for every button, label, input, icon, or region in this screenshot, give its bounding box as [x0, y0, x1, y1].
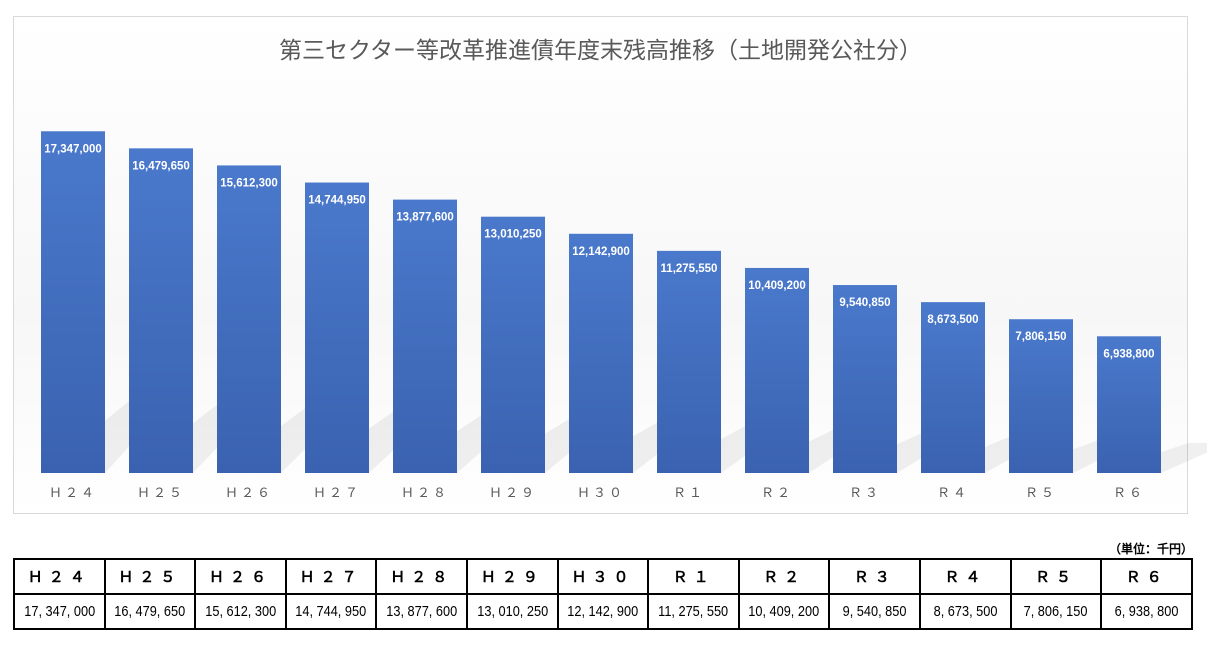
- table-value-cell: 10, 409, 200: [737, 593, 831, 630]
- bar-11: [1009, 319, 1073, 473]
- x-tick-label: Ｒ６: [1113, 486, 1145, 501]
- bar-10: [921, 302, 985, 473]
- x-tick-label: Ｒ４: [937, 486, 969, 501]
- table-value-cell: 17, 347, 000: [13, 593, 106, 630]
- data-label: 7,806,150: [1015, 331, 1066, 343]
- table-header-cell: Ｈ２７: [284, 558, 378, 595]
- bar-0: [41, 131, 105, 473]
- table-header-cell: Ｈ２８: [375, 558, 469, 595]
- table-value-cell: 16, 479, 650: [103, 593, 197, 630]
- data-label: 14,744,950: [308, 195, 366, 207]
- x-tick-label: Ｒ３: [849, 486, 881, 501]
- table-header-cell: Ｈ２５: [103, 558, 197, 595]
- table-value-text: 7, 806, 150: [1024, 603, 1088, 620]
- x-tick-label: Ｈ２５: [137, 486, 185, 501]
- table-value-text: 16, 479, 650: [114, 603, 186, 620]
- table-header-cell: Ｈ２４: [13, 558, 106, 595]
- x-tick-label: Ｒ１: [673, 486, 705, 501]
- table-value-cell: 6, 938, 800: [1100, 593, 1193, 630]
- data-label: 11,275,550: [661, 263, 718, 275]
- table-value-text: 6, 938, 800: [1114, 603, 1179, 620]
- unit-label: （単位：千円）: [1108, 542, 1193, 556]
- data-label: 8,673,500: [927, 314, 978, 326]
- table-value-text: 17, 347, 000: [23, 603, 95, 620]
- x-tick-label: Ｒ２: [761, 486, 793, 501]
- x-tick-label: Ｈ２８: [401, 486, 449, 501]
- data-label: 10,409,200: [748, 280, 806, 292]
- data-label: 17,347,000: [44, 143, 102, 155]
- table-value-text: 15, 612, 300: [205, 603, 276, 620]
- x-tick-label: Ｒ５: [1025, 486, 1057, 501]
- table-header-cell: Ｈ２６: [194, 558, 287, 595]
- bar-8: [745, 267, 809, 473]
- bar-7: [657, 250, 721, 473]
- table-header-cell: Ｒ１: [647, 558, 740, 595]
- table-value-text: 14, 744, 950: [295, 603, 367, 620]
- bar-2: [217, 165, 281, 473]
- table-value-cell: 11, 275, 550: [647, 593, 740, 630]
- table-value-cell: 7, 806, 150: [1009, 593, 1103, 630]
- table-value-text: 13, 877, 600: [386, 603, 458, 620]
- table-header-cell: Ｒ６: [1100, 558, 1193, 595]
- data-label: 15,612,300: [220, 177, 278, 189]
- table-value-text: 11, 275, 550: [658, 603, 729, 620]
- data-label: 9,540,850: [839, 297, 890, 309]
- bar-5: [481, 216, 545, 474]
- table-value-cell: 9, 540, 850: [828, 593, 922, 630]
- table-value-cell: 13, 010, 250: [466, 593, 559, 630]
- bar-4: [393, 199, 457, 474]
- bar-chart: 17,347,000 Ｈ２４ 16,479,650 Ｈ２５ 15,612,300 Ｈ２６ 1…: [41, 131, 1207, 501]
- bar-9: [833, 285, 897, 473]
- bar-3: [305, 182, 369, 474]
- table-header-cell: Ｈ２９: [466, 558, 559, 595]
- table-value-text: 9, 540, 850: [842, 603, 907, 620]
- table-value-cell: 14, 744, 950: [284, 593, 378, 630]
- data-label: 12,142,900: [572, 246, 630, 258]
- x-tick-label: Ｈ３０: [577, 486, 625, 501]
- bar-12: [1097, 336, 1161, 473]
- data-label: 6,938,800: [1103, 348, 1154, 360]
- table-value-row: 17, 347, 000 16, 479, 650 15, 612, 300 14, …: [13, 593, 1193, 630]
- table-header-row: Ｈ２４ Ｈ２５ Ｈ２６ Ｈ２７ Ｈ２８ Ｈ２９ Ｈ３０ Ｒ１ Ｒ２ Ｒ３ Ｒ４ Ｒ５ Ｒ６: [13, 558, 1193, 595]
- bar-6: [569, 233, 633, 473]
- table-value-cell: 13, 877, 600: [375, 593, 469, 630]
- table-header-cell: Ｒ２: [737, 558, 831, 595]
- table-value-text: 8, 673, 500: [933, 603, 998, 620]
- x-tick-label: Ｈ２６: [225, 486, 273, 501]
- data-label: 16,479,650: [132, 160, 190, 172]
- table-value-cell: 15, 612, 300: [194, 593, 287, 630]
- table-value-text: 12, 142, 900: [567, 603, 639, 620]
- table-header-cell: Ｒ５: [1009, 558, 1103, 595]
- bar-1: [129, 148, 193, 473]
- chart-title: 第三セクター等改革推進債年度末残高推移（土地開発公社分）: [278, 38, 923, 64]
- data-label: 13,877,600: [396, 212, 454, 224]
- table-value-text: 10, 409, 200: [748, 603, 820, 620]
- x-tick-label: Ｈ２４: [49, 486, 97, 501]
- table-value-cell: 12, 142, 900: [556, 593, 650, 630]
- x-tick-label: Ｈ２９: [489, 486, 537, 501]
- data-table: Ｈ２４ Ｈ２５ Ｈ２６ Ｈ２７ Ｈ２８ Ｈ２９ Ｈ３０ Ｒ１ Ｒ２ Ｒ３ Ｒ４ Ｒ５ Ｒ６ 17, 34…: [13, 558, 1193, 630]
- table-value-text: 13, 010, 250: [476, 603, 548, 620]
- table-value-cell: 8, 673, 500: [919, 593, 1012, 630]
- x-tick-label: Ｈ２７: [313, 486, 361, 501]
- table-header-cell: Ｒ４: [919, 558, 1012, 595]
- table-header-cell: Ｈ３０: [556, 558, 650, 595]
- data-label: 13,010,250: [484, 229, 542, 241]
- table-header-cell: Ｒ３: [828, 558, 922, 595]
